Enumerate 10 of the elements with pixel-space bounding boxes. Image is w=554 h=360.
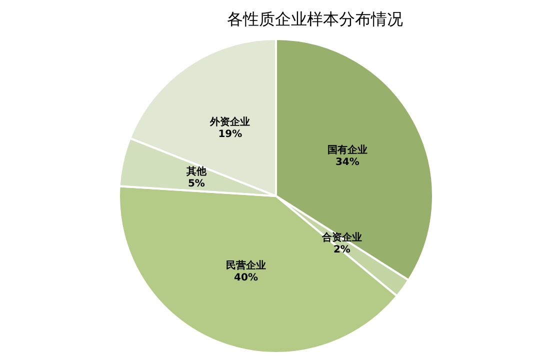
slice-label: 国有企业: [327, 144, 368, 156]
slice-label: 民营企业: [226, 259, 266, 272]
data-label: 40%: [234, 272, 258, 284]
data-label: 2%: [333, 244, 350, 256]
slice-label: 外资企业: [209, 116, 250, 128]
chart-title: 各性质企业样本分布情况: [227, 10, 403, 28]
data-label: 19%: [218, 129, 242, 140]
data-label: 5%: [188, 178, 205, 190]
slice-label: 其他: [185, 166, 208, 178]
data-label: 34%: [335, 157, 360, 168]
